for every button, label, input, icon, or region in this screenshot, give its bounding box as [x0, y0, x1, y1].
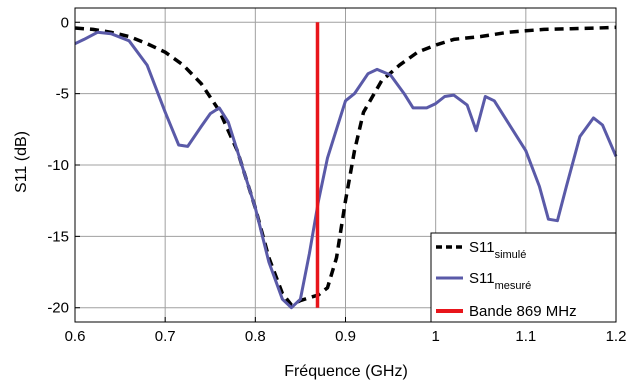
- x-tick-label: 1.1: [515, 328, 536, 345]
- y-tick-label: -5: [56, 86, 69, 103]
- series-line-simulated: [74, 25, 617, 307]
- legend-label: S11simulé: [469, 239, 526, 261]
- legend-label-main: Bande 869 MHz: [469, 303, 577, 320]
- x-tick-label: 1.2: [606, 328, 627, 345]
- legend-label-subscript: mesuré: [495, 280, 532, 292]
- y-axis-ticks: 0 -5 -10 -15 -20: [47, 14, 80, 317]
- grid-lines: [74, 8, 617, 322]
- y-tick-label: 0: [61, 14, 69, 31]
- legend-label: Bande 869 MHz: [469, 303, 577, 320]
- x-tick-label: 1: [431, 328, 439, 345]
- series-layer: [74, 22, 618, 310]
- x-tick-label: 0.9: [335, 328, 356, 345]
- x-tick-label: 0.8: [245, 328, 266, 345]
- x-tick-label: 0.6: [65, 328, 86, 345]
- legend-label-main: S11: [469, 239, 495, 256]
- y-tick-label: -20: [47, 300, 69, 317]
- series-line-measured: [74, 30, 618, 310]
- y-axis-label: S11 (dB): [13, 131, 30, 193]
- legend-label: S11mesuré: [469, 270, 531, 292]
- x-tick-label: 0.7: [155, 328, 176, 345]
- legend-label-subscript: simulé: [495, 249, 527, 261]
- y-tick-label: -15: [47, 228, 69, 245]
- x-axis-label: Fréquence (GHz): [284, 363, 408, 380]
- y-tick-label: -10: [47, 157, 69, 174]
- x-axis-ticks: 0.6 0.7 0.8 0.9 1 1.1 1.2: [65, 317, 627, 345]
- legend-label-main: S11: [469, 270, 495, 287]
